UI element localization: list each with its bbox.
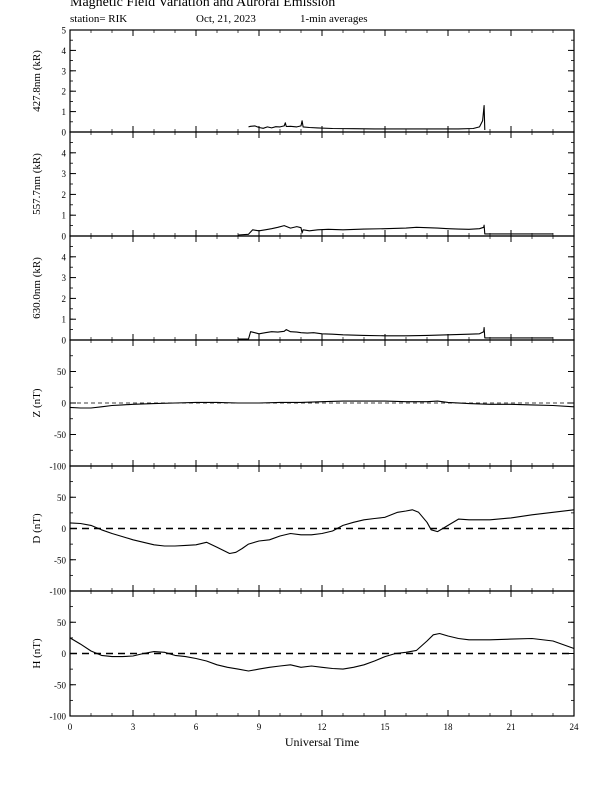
y-tick-label: -100	[50, 712, 67, 722]
x-tick-label: 12	[318, 722, 327, 732]
y-tick-label: 2	[62, 190, 67, 200]
y-tick-label: 0	[62, 128, 67, 138]
y-axis-label: 427.8nm (kR)	[31, 50, 43, 112]
y-tick-label: -50	[54, 555, 66, 565]
x-tick-label: 24	[570, 722, 580, 732]
y-tick-label: 5	[62, 26, 67, 36]
y-tick-label: 0	[62, 649, 67, 659]
y-tick-label: -100	[50, 587, 67, 597]
y-tick-label: 3	[62, 273, 67, 283]
y-tick-label: 1	[62, 211, 67, 221]
y-tick-label: 0	[62, 336, 67, 346]
series-line	[69, 509, 575, 555]
x-tick-label: 3	[131, 722, 136, 732]
station-label: station= RIK	[70, 13, 128, 25]
panel-frame	[69, 235, 575, 341]
panel-frame	[69, 131, 575, 237]
series-line	[248, 104, 486, 131]
y-tick-label: -50	[54, 430, 66, 440]
y-axis-label: H (nT)	[31, 638, 43, 669]
y-tick-label: -50	[54, 680, 66, 690]
y-tick-label: 3	[62, 169, 67, 179]
y-tick-label: 4	[62, 252, 67, 262]
y-tick-label: 50	[57, 367, 67, 377]
y-tick-label: 50	[57, 493, 67, 503]
y-tick-label: 4	[62, 148, 67, 158]
y-tick-label: 1	[62, 315, 67, 325]
x-axis-label: Universal Time	[285, 735, 359, 749]
averaging-label: 1-min averages	[300, 13, 368, 25]
y-tick-label: 50	[57, 618, 67, 628]
series-line	[69, 632, 575, 672]
series-line	[69, 400, 575, 409]
x-tick-label: 21	[507, 722, 516, 732]
y-tick-label: 2	[62, 294, 67, 304]
y-axis-label: 630.0nm (kR)	[31, 257, 43, 319]
series-line	[238, 326, 553, 340]
x-tick-label: 18	[444, 722, 454, 732]
y-tick-label: 0	[62, 399, 67, 409]
page-title: Magnetic Field Variation and Auroral Emi…	[70, 0, 336, 10]
series-line	[237, 224, 553, 236]
y-tick-label: 1	[62, 107, 67, 117]
y-tick-label: -100	[50, 462, 67, 472]
x-tick-label: 15	[381, 722, 391, 732]
x-tick-label: 9	[257, 722, 262, 732]
date-label: Oct, 21, 2023	[196, 13, 256, 25]
x-tick-label: 0	[68, 722, 73, 732]
y-axis-label: 557.7nm (kR)	[31, 153, 43, 215]
y-tick-label: 0	[62, 524, 67, 534]
y-tick-label: 0	[62, 232, 67, 242]
y-tick-label: 4	[62, 46, 67, 56]
panel-frame	[69, 29, 575, 133]
y-tick-label: 3	[62, 66, 67, 76]
y-axis-label: Z (nT)	[31, 388, 43, 417]
y-axis-label: D (nT)	[31, 513, 43, 544]
x-tick-label: 6	[194, 722, 199, 732]
y-tick-label: 2	[62, 87, 67, 97]
